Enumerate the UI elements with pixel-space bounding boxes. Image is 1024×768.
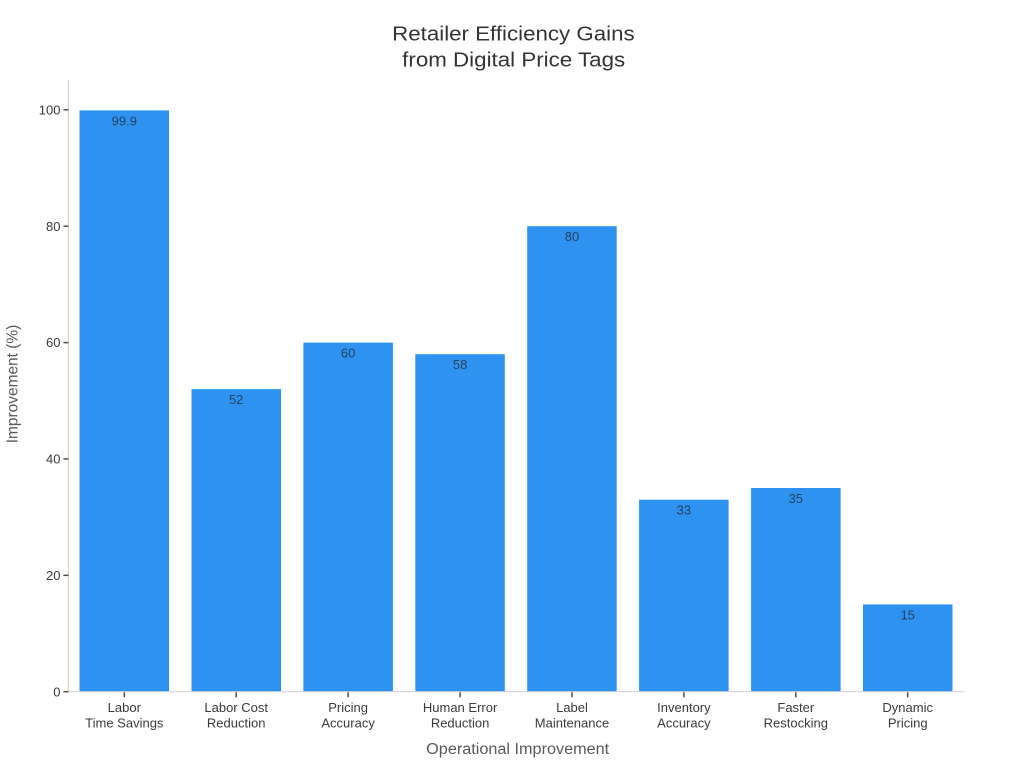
svg-text:Pricing: Pricing [328, 700, 368, 715]
svg-text:100: 100 [39, 102, 61, 117]
svg-text:40: 40 [46, 452, 60, 467]
svg-text:80: 80 [46, 219, 60, 234]
svg-text:Time Savings: Time Savings [85, 716, 164, 731]
svg-text:Accuracy: Accuracy [657, 716, 711, 731]
svg-text:Label: Label [556, 700, 588, 715]
svg-text:52: 52 [229, 392, 243, 407]
svg-text:Pricing: Pricing [888, 716, 928, 731]
svg-text:20: 20 [46, 568, 60, 583]
svg-text:Accuracy: Accuracy [321, 716, 375, 731]
svg-text:60: 60 [46, 335, 60, 350]
svg-text:35: 35 [789, 491, 803, 506]
svg-text:15: 15 [900, 607, 914, 622]
svg-text:Improvement (%): Improvement (%) [5, 325, 22, 444]
svg-text:Human Error: Human Error [423, 700, 498, 715]
svg-text:33: 33 [677, 503, 691, 518]
svg-text:99.9: 99.9 [112, 113, 137, 128]
svg-text:58: 58 [453, 357, 467, 372]
svg-text:Operational Improvement: Operational Improvement [426, 741, 610, 758]
svg-text:from Digital Price Tags: from Digital Price Tags [402, 50, 625, 72]
svg-text:Reduction: Reduction [207, 716, 266, 731]
svg-text:60: 60 [341, 346, 355, 361]
svg-text:Faster: Faster [777, 700, 815, 715]
svg-text:Labor Cost: Labor Cost [204, 700, 268, 715]
svg-text:Restocking: Restocking [764, 716, 828, 731]
svg-text:80: 80 [565, 229, 579, 244]
svg-text:Inventory: Inventory [657, 700, 711, 715]
svg-text:0: 0 [53, 684, 60, 699]
svg-text:Labor: Labor [108, 700, 142, 715]
svg-text:Retailer Efficiency Gains: Retailer Efficiency Gains [392, 24, 635, 46]
svg-text:Reduction: Reduction [431, 716, 490, 731]
svg-text:Dynamic: Dynamic [882, 700, 933, 715]
svg-text:Maintenance: Maintenance [535, 716, 609, 731]
